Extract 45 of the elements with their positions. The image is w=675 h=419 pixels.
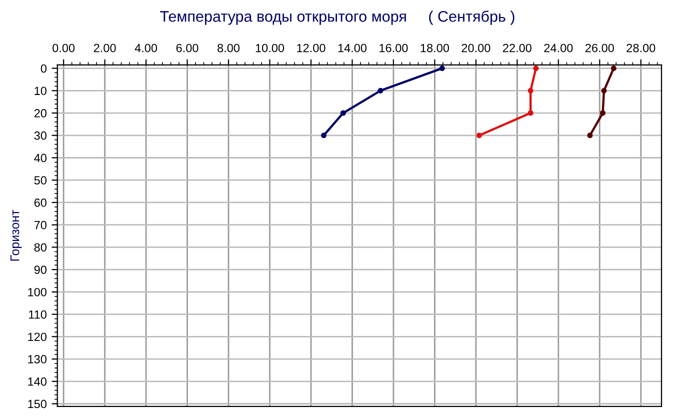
point [587,132,593,138]
y-tick-label: 140 [28,377,46,386]
point [340,110,346,116]
x-tick-label: 26.00 [585,44,614,52]
y-tick-label: 60 [34,198,46,207]
point [610,66,616,72]
x-tick-label: 22.00 [502,44,532,52]
x-tick-label: 8.00 [218,44,240,52]
y-tick-label: 130 [28,355,46,364]
x-tick-label: 14.00 [338,44,367,52]
x-tick-label: 20.00 [462,44,490,52]
y-tick-label: 40 [34,154,46,162]
point [600,110,606,116]
x-tick-label: 18.00 [420,44,450,52]
x-tick-label: 12.00 [297,44,326,52]
point [533,66,539,72]
y-tick-label: 100 [28,288,46,296]
point [320,132,327,138]
y-tick-label: 110 [29,310,46,319]
point [528,88,534,94]
y-tick-label: 10 [34,86,46,96]
y-tick-label: 50 [34,176,46,185]
point [476,132,482,138]
point [378,88,384,94]
y-tick-label: 70 [34,220,46,230]
y-tick-label: 120 [28,332,46,342]
x-tick-label: 4.00 [134,44,158,52]
y-axis-title: Горизонт [10,210,22,261]
x-tick-label: 24.00 [544,44,573,52]
x-tick-label: 6.00 [176,44,198,52]
y-tick-label: 20 [34,109,46,118]
x-tick-label: 10.00 [256,44,284,52]
x-tick-label: 28.00 [626,44,656,52]
y-tick-label: 0 [40,64,46,73]
y-tick-label: 90 [34,266,46,274]
y-tick-label: 80 [34,243,46,252]
point [601,88,607,94]
x-tick-label: 16.00 [380,44,408,52]
x-tick-label: 0.00 [52,44,75,52]
point [439,66,445,72]
y-tick-label: 150 [28,400,46,408]
chart-title: Температура воды открытого моря ( Сентябрь ) [160,10,514,25]
point [528,110,534,116]
x-tick-label: 2.00 [94,44,116,52]
y-tick-label: 30 [34,131,46,140]
